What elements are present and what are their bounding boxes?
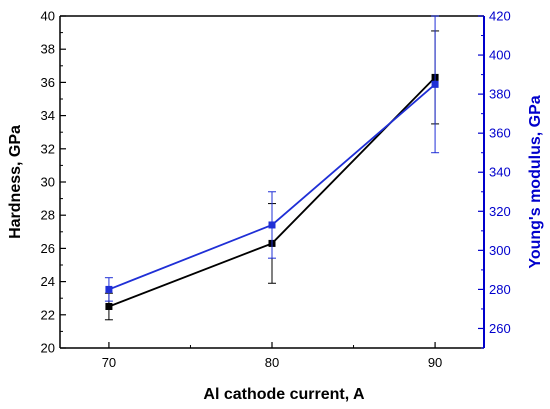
y-right-tick-label: 260 [489, 321, 511, 336]
y-left-tick-label: 28 [41, 208, 55, 223]
x-axis: 70 80 90 [102, 342, 442, 370]
x-tick-label: 70 [102, 355, 116, 370]
x-tick-label: 80 [265, 355, 279, 370]
y-axis-right: 260 280 300 320 340 360 380 400 420 [478, 9, 511, 349]
plot-frame [59, 15, 485, 349]
y-right-tick-label: 340 [489, 165, 511, 180]
y-right-tick-label: 300 [489, 243, 511, 258]
data-point-left [105, 303, 113, 310]
y-right-tick-label: 280 [489, 282, 511, 297]
y-left-tick-label: 36 [41, 75, 55, 90]
y-right-tick-label: 400 [489, 48, 511, 63]
y-right-tick-label: 320 [489, 204, 511, 219]
y-axis-left-title: Hardness, GPa [7, 125, 24, 239]
y-axis-right-title: Young's modulus, GPa [527, 95, 544, 268]
y-left-tick-label: 30 [41, 175, 55, 190]
y-axis-left: 20 22 24 26 28 30 32 34 36 38 40 [41, 9, 66, 356]
y-right-tick-label: 420 [489, 9, 511, 24]
y-right-tick-label: 360 [489, 126, 511, 141]
y-left-tick-label: 22 [41, 307, 55, 322]
series-layer [104, 15, 440, 321]
y-left-tick-label: 34 [41, 108, 55, 123]
x-tick-label: 90 [428, 355, 442, 370]
y-left-tick-label: 38 [41, 42, 55, 57]
y-left-tick-label: 20 [41, 341, 55, 356]
y-left-tick-label: 40 [41, 9, 55, 24]
data-point-right [105, 285, 113, 293]
y-left-tick-label: 24 [41, 274, 55, 289]
y-left-tick-label: 32 [41, 141, 55, 156]
y-left-tick-label: 26 [41, 241, 55, 256]
x-axis-title: Al cathode current, A [203, 386, 365, 403]
y-right-tick-label: 380 [489, 87, 511, 102]
data-point-right [431, 80, 439, 88]
data-point-right [268, 221, 276, 229]
